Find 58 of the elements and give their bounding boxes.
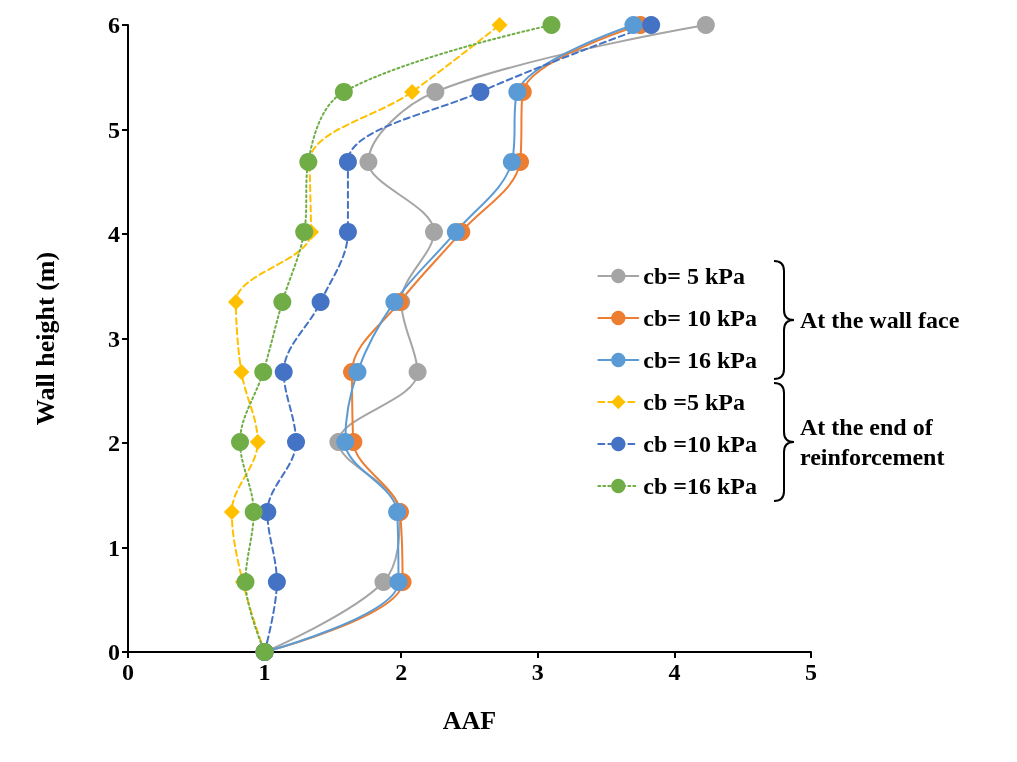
y-tick-label: 4 [108,221,120,247]
point [508,82,527,101]
y-axis-title: Wall height (m) [30,251,60,426]
point [624,16,643,34]
legend-label: cb= 16 kPa [643,347,757,373]
point [244,502,263,521]
point [446,222,465,241]
x-tick-label: 2 [395,659,408,685]
legend-label: cb= 10 kPa [643,305,757,331]
point [273,292,292,311]
point [334,82,353,101]
y-tick-label: 1 [108,534,120,561]
point [231,432,250,451]
point [311,292,330,311]
point [233,363,250,380]
point [642,16,661,34]
point [491,17,508,33]
legend-label: cb= 5 kPa [643,263,745,289]
legend-label: cb =10 kPa [643,431,757,457]
point [359,152,378,171]
annotation: At the end of reinforcement [800,413,946,472]
point [385,292,404,311]
point [267,572,286,591]
point [295,222,314,241]
point [408,362,427,381]
point [404,83,421,100]
x-tick-label: 3 [531,659,544,685]
point [338,152,357,171]
point [249,433,266,450]
y-tick-label: 3 [108,325,120,352]
y-tick-label: 0 [108,639,120,665]
legend-label: cb =5 kPa [643,389,745,415]
point [287,432,306,451]
point [542,16,561,34]
point [389,572,408,591]
x-tick-label: 5 [805,659,817,685]
x-axis-title: AAF [442,705,497,735]
point [336,432,355,451]
point [254,362,273,381]
point [425,222,443,241]
point [223,503,240,520]
annotation: At the wall face [800,306,961,335]
point [471,82,490,101]
y-tick-label: 6 [108,12,120,38]
point [274,362,293,381]
legend-label: cb =16 kPa [643,473,757,499]
x-tick-label: 4 [668,659,681,685]
x-tick-label: 1 [258,659,271,685]
y-tick-label: 2 [108,430,120,456]
point [426,82,445,101]
point [236,572,255,591]
point [374,572,393,591]
point [502,152,521,171]
point [227,293,244,310]
point [348,362,367,381]
point [338,222,357,241]
y-tick-label: 5 [108,116,120,143]
point [696,16,715,34]
